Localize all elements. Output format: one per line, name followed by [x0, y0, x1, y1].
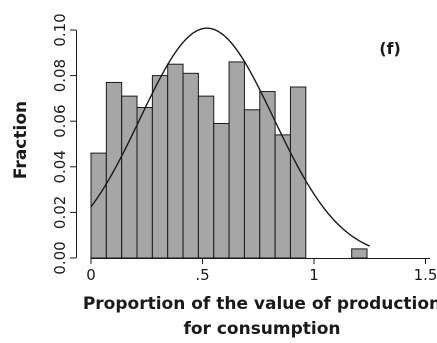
panel-label: (f): [379, 39, 401, 58]
histogram-bar-8: [197, 95, 215, 259]
x-tick-label: 0: [86, 266, 96, 284]
normal-density-curve: [90, 27, 371, 247]
y-tick-label: 0.08: [51, 59, 69, 92]
x-tick-label: .5: [195, 266, 209, 284]
axes: [76, 30, 430, 259]
histogram-bar-13: [274, 134, 291, 259]
histogram-bar-5: [151, 75, 169, 259]
y-tick-label: 0.04: [51, 150, 69, 183]
y-tick-label: 0.06: [51, 104, 69, 137]
y-tick-label: 0.10: [51, 13, 69, 46]
x-axis-title-line-2: for consumption: [183, 319, 340, 339]
x-tick-label: 1.5: [414, 266, 437, 284]
histogram-bars: [90, 61, 368, 259]
histogram-bar-4: [136, 107, 153, 259]
histogram-bar-3: [121, 95, 138, 259]
y-axis-title: Fraction: [11, 101, 31, 179]
histogram-bar-6: [167, 63, 184, 259]
histogram-bar-14: [289, 86, 307, 259]
x-axis-title-line-1: Proportion of the value of production: [83, 294, 437, 314]
histogram-bar-9: [213, 122, 230, 259]
histogram-bar-11: [243, 109, 261, 259]
x-axis-ticks: 0 .5 1 1.5: [86, 258, 437, 284]
histogram-bar-10: [228, 61, 245, 259]
x-tick-label: 1: [309, 266, 319, 284]
histogram-bar-15: [351, 248, 368, 259]
histogram-bar-7: [182, 72, 199, 259]
y-tick-label: 0.02: [51, 196, 69, 229]
histogram-bar-1: [90, 152, 107, 259]
y-axis-ticks: 0.00 0.02 0.04 0.06 0.08 0.10: [51, 13, 76, 275]
y-tick-label: 0.00: [51, 241, 69, 274]
